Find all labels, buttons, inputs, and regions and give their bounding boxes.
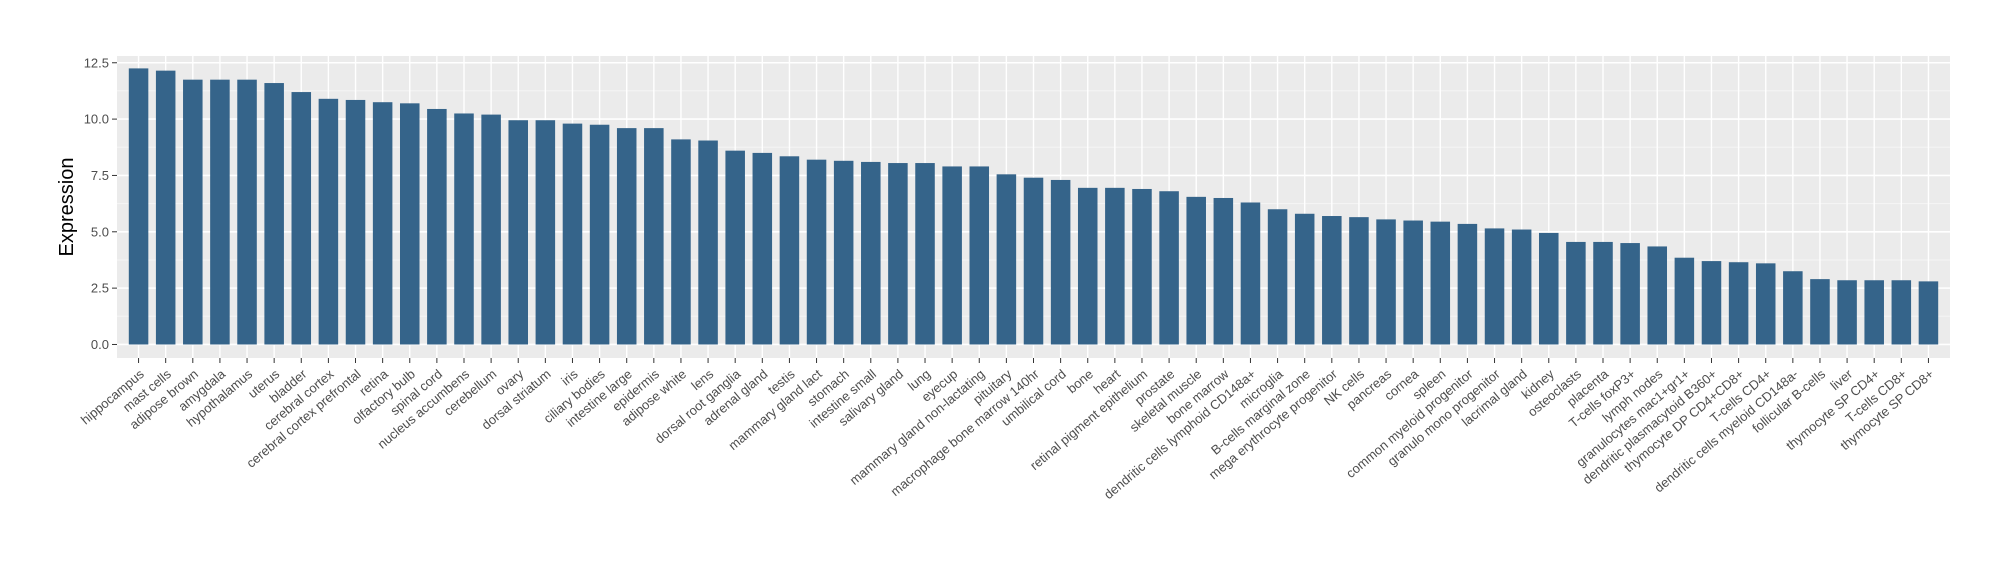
- bar: [237, 79, 257, 345]
- bar: [1539, 232, 1559, 345]
- bar: [345, 99, 366, 345]
- bar: [1701, 261, 1722, 345]
- bar: [1837, 280, 1857, 345]
- bar: [1132, 188, 1152, 345]
- bar: [752, 152, 773, 345]
- bar: [1376, 219, 1396, 345]
- bar: [535, 120, 556, 345]
- y-axis: 0.0 2.5 5.0 7.5 10.0 12.5: [84, 55, 117, 352]
- bar: [454, 113, 474, 345]
- bar: [1240, 202, 1261, 345]
- bar: [427, 108, 447, 345]
- bar: [1186, 196, 1206, 345]
- bar: [318, 98, 339, 345]
- bar: [399, 103, 420, 345]
- bar: [1647, 246, 1668, 345]
- bar: [291, 92, 312, 345]
- bar: [1620, 243, 1640, 345]
- y-tick-label: 7.5: [91, 168, 109, 183]
- bar: [996, 174, 1017, 345]
- bar: [1159, 191, 1179, 345]
- bar: [1077, 187, 1098, 345]
- bar: [508, 120, 528, 345]
- bar: [1566, 241, 1586, 345]
- bar: [128, 68, 149, 345]
- bar: [1023, 177, 1044, 345]
- bar: [210, 79, 230, 345]
- bar: [1891, 280, 1912, 345]
- bar: [915, 163, 935, 345]
- x-tick-label: bone: [1064, 366, 1096, 396]
- bar: [888, 163, 908, 345]
- bar: [562, 123, 583, 345]
- bar: [589, 124, 610, 345]
- bar: [155, 70, 176, 345]
- bar: [1349, 217, 1369, 345]
- bar: [644, 128, 664, 345]
- bar: [671, 139, 691, 345]
- bar: [372, 102, 393, 345]
- bar: [1755, 263, 1776, 345]
- bar: [1674, 257, 1695, 345]
- bar: [616, 128, 637, 345]
- bar: [1322, 216, 1342, 345]
- bar: [264, 83, 284, 345]
- bar: [725, 150, 745, 345]
- bar: [481, 114, 501, 345]
- y-axis-title: Expression: [56, 158, 78, 257]
- bar: [183, 79, 203, 345]
- bar: [1457, 223, 1478, 345]
- bar: [1864, 280, 1884, 345]
- bar: [942, 166, 962, 345]
- y-tick-label: 12.5: [84, 55, 109, 70]
- bar: [969, 166, 990, 345]
- bar: [1783, 271, 1803, 345]
- bar: [1213, 197, 1234, 345]
- bar: [698, 140, 718, 345]
- bar: [1105, 187, 1125, 345]
- bars: [128, 68, 1939, 345]
- bar: [779, 156, 800, 345]
- bar: [1728, 262, 1749, 345]
- y-tick-label: 10.0: [84, 112, 109, 127]
- bar: [1403, 220, 1423, 345]
- bar: [1267, 209, 1288, 345]
- bar: [1294, 213, 1315, 345]
- bar: [1430, 221, 1451, 345]
- bar: [833, 160, 854, 345]
- y-tick-label: 2.5: [91, 281, 109, 296]
- bar: [861, 161, 881, 345]
- y-tick-label: 5.0: [91, 224, 109, 239]
- bar: [1050, 179, 1071, 345]
- bar: [806, 159, 827, 345]
- bar: [1918, 281, 1939, 345]
- bar: [1511, 229, 1532, 345]
- bar: [1484, 228, 1505, 345]
- bar: [1593, 241, 1613, 345]
- bar: [1810, 279, 1830, 345]
- y-tick-label: 0.0: [91, 337, 109, 352]
